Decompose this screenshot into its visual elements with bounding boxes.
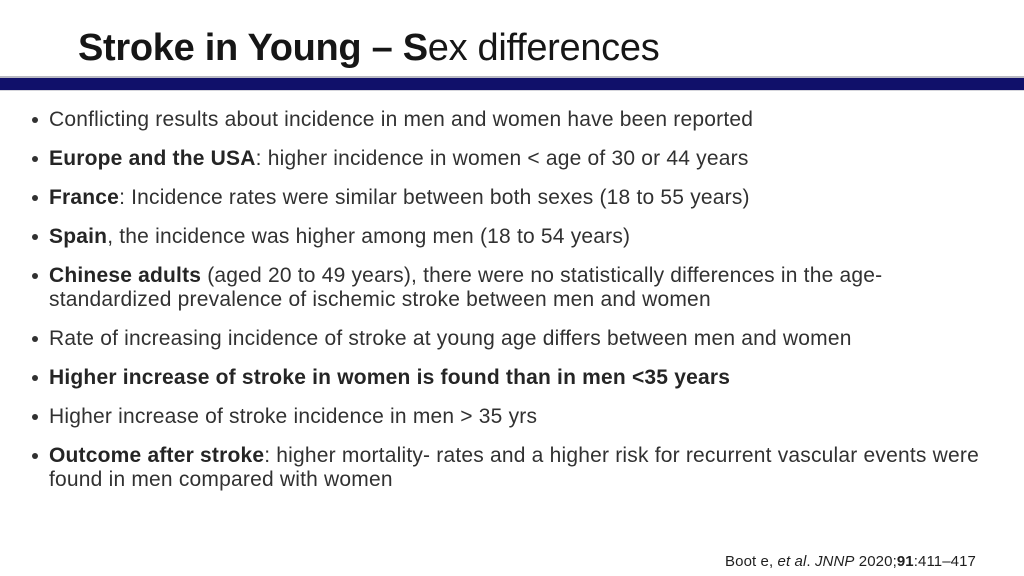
citation-segment: :411–417 (913, 553, 976, 570)
bullet-text-bold: Outcome after stroke (49, 444, 265, 467)
bullet-list: Conflicting results about incidence in m… (0, 91, 1014, 492)
list-item: Europe and the USA: higher incidence in … (30, 147, 1004, 171)
page-title: Stroke in Young – Sex differences (0, 0, 1024, 70)
list-item: Conflicting results about incidence in m… (30, 108, 1004, 132)
citation-segment: . (806, 553, 815, 570)
bullet-text: : higher mortality- rates and a higher r… (49, 444, 979, 491)
citation-segment: 2020; (854, 553, 897, 570)
citation-segment: 91 (896, 553, 914, 570)
bullet-icon (32, 414, 38, 420)
page-title-bold-part: Stroke in Young – S (78, 27, 428, 69)
bullet-icon (32, 234, 38, 240)
bullet-text: (aged 20 to 49 years), there were no sta… (49, 264, 883, 311)
citation: Boot e, et al. JNNP 2020;91:411–417 (725, 553, 976, 570)
list-item: Chinese adults (aged 20 to 49 years), th… (30, 264, 1004, 312)
bullet-icon (32, 273, 38, 279)
bullet-text: : higher incidence in women < age of 30 … (255, 147, 749, 170)
bullet-text: , the incidence was higher among men (18… (107, 225, 631, 248)
bullet-text-bold: France (49, 186, 120, 209)
bullet-text-bold: Europe and the USA (49, 147, 256, 170)
bullet-text-bold: Chinese adults (49, 264, 202, 287)
citation-segment: et al (777, 553, 807, 570)
list-item: Higher increase of stroke incidence in m… (30, 405, 1004, 429)
bullet-text: Higher increase of stroke incidence in m… (49, 405, 538, 428)
bullet-icon (32, 117, 38, 123)
bullet-icon (32, 453, 38, 459)
list-item: France: Incidence rates were similar bet… (30, 186, 1004, 210)
bullet-text: Conflicting results about incidence in m… (49, 108, 754, 131)
bullet-text-bold: Spain (49, 225, 108, 248)
bullet-icon (32, 375, 38, 381)
list-item: Rate of increasing incidence of stroke a… (30, 327, 1004, 351)
list-item: Outcome after stroke: higher mortality- … (30, 444, 1004, 492)
bullet-icon (32, 195, 38, 201)
page-title-regular-part: ex differences (427, 27, 660, 69)
list-item: Higher increase of stroke in women is fo… (30, 366, 1004, 390)
citation-segment: JNNP (814, 553, 855, 570)
list-item: Spain, the incidence was higher among me… (30, 225, 1004, 249)
bullet-text: : Incidence rates were similar between b… (119, 186, 750, 209)
bullet-text-bold: Higher increase of stroke in women is fo… (49, 366, 731, 389)
bullet-icon (32, 336, 38, 342)
title-divider-bar (0, 76, 1024, 91)
bullet-icon (32, 156, 38, 162)
citation-segment: Boot e, (725, 553, 778, 570)
bullet-text: Rate of increasing incidence of stroke a… (49, 327, 852, 350)
